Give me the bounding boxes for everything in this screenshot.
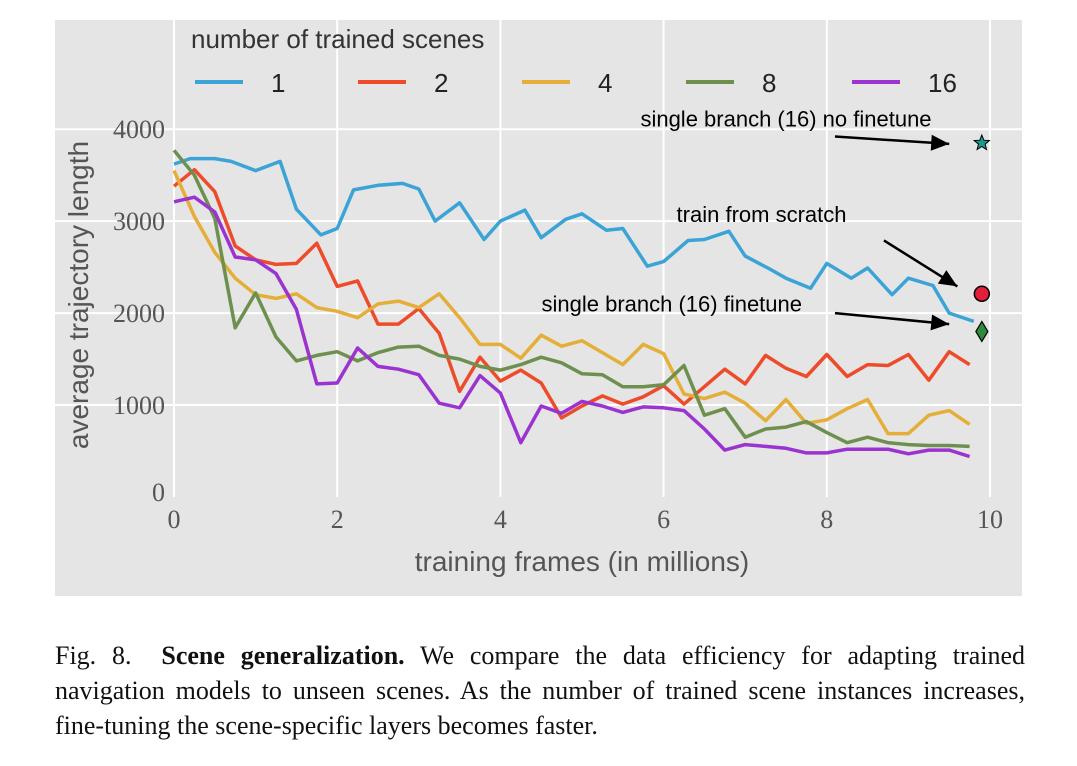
y-tick-label: 4000 — [113, 115, 165, 144]
chart: 0 2 4 6 8 10 0 1000 2000 3000 4000 training frames… — [55, 20, 1022, 596]
legend-label-16: 16 — [928, 68, 957, 98]
marker-single-branch-finetune — [975, 320, 989, 343]
caption-text: We compare the data efficiency for adapt… — [55, 641, 1025, 740]
chart-background — [55, 20, 1022, 596]
series-line-4 — [172, 169, 971, 436]
legend-title: number of trained scenes — [191, 24, 484, 54]
series-line-16 — [173, 195, 971, 459]
y-tick-label: 3000 — [113, 207, 165, 236]
legend: 1 2 4 8 16 — [195, 68, 957, 98]
x-tick-label: 6 — [657, 505, 670, 534]
caption-title: Scene generalization. — [161, 641, 405, 670]
legend-label-4: 4 — [598, 68, 612, 98]
legend-label-1: 1 — [271, 68, 285, 98]
y-tick-label: 2000 — [113, 299, 165, 328]
marker-single-branch-no-finetune — [972, 133, 991, 151]
x-tick-label: 8 — [820, 505, 833, 534]
y-tick-label: 1000 — [113, 391, 165, 420]
y-axis-label: average trajectory length — [63, 141, 94, 449]
series-line-8 — [172, 149, 970, 449]
special-markers — [972, 133, 991, 343]
caption-fig-number: Fig. 8. — [55, 641, 132, 670]
y-tick-label: 0 — [152, 478, 165, 507]
legend-label-8: 8 — [762, 68, 776, 98]
annotation-text: train from scratch — [677, 202, 847, 227]
series-lines — [172, 149, 975, 459]
annotation-arrow-head — [930, 134, 950, 151]
annotation-arrow-head — [930, 314, 950, 331]
x-tick-label: 10 — [977, 505, 1003, 534]
x-tick-label: 4 — [494, 505, 507, 534]
marker-train-from-scratch — [973, 285, 991, 303]
legend-label-2: 2 — [434, 68, 448, 98]
annotation-text: single branch (16) finetune — [542, 291, 803, 316]
annotation-arrow-shaft — [834, 311, 950, 326]
figure-caption: Fig. 8. Scene generalization. We compare… — [55, 638, 1025, 743]
annotation-texts: single branch (16) no finetune train from… — [542, 106, 932, 316]
annotation-text: single branch (16) no finetune — [640, 106, 931, 131]
series-line-1 — [173, 156, 975, 324]
x-tick-label: 2 — [331, 505, 344, 534]
x-axis-label: training frames (in millions) — [415, 546, 750, 577]
annotation-arrows — [834, 134, 959, 331]
series-line-2 — [172, 167, 971, 420]
annotation-arrow-head — [937, 270, 958, 287]
x-tick-label: 0 — [168, 505, 181, 534]
tick-labels: 0 2 4 6 8 10 0 1000 2000 3000 4000 — [113, 115, 1003, 534]
annotation-arrow-shaft — [834, 135, 950, 146]
